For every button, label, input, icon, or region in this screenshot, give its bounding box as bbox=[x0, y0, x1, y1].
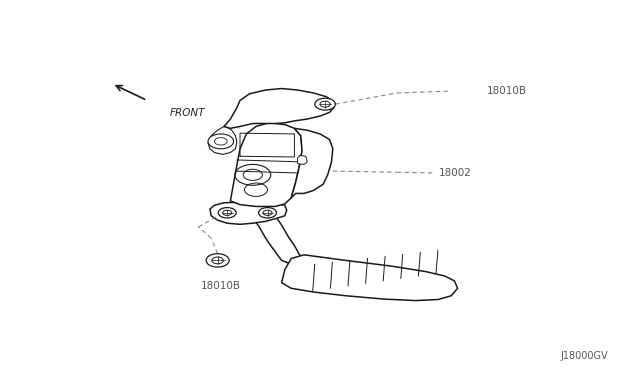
Text: 18010B: 18010B bbox=[486, 86, 526, 96]
Polygon shape bbox=[253, 216, 304, 264]
Text: 18002: 18002 bbox=[438, 168, 471, 178]
Text: FRONT: FRONT bbox=[170, 109, 205, 118]
Polygon shape bbox=[230, 123, 302, 206]
Circle shape bbox=[218, 208, 236, 218]
Circle shape bbox=[259, 208, 276, 218]
Polygon shape bbox=[282, 255, 458, 301]
Polygon shape bbox=[291, 128, 333, 198]
Polygon shape bbox=[210, 202, 287, 224]
Circle shape bbox=[206, 254, 229, 267]
Text: 18010B: 18010B bbox=[201, 281, 241, 291]
Text: J18000GV: J18000GV bbox=[561, 351, 608, 361]
Circle shape bbox=[315, 98, 335, 110]
Polygon shape bbox=[298, 155, 307, 164]
Polygon shape bbox=[224, 89, 334, 128]
Polygon shape bbox=[208, 126, 237, 154]
Circle shape bbox=[208, 134, 234, 149]
